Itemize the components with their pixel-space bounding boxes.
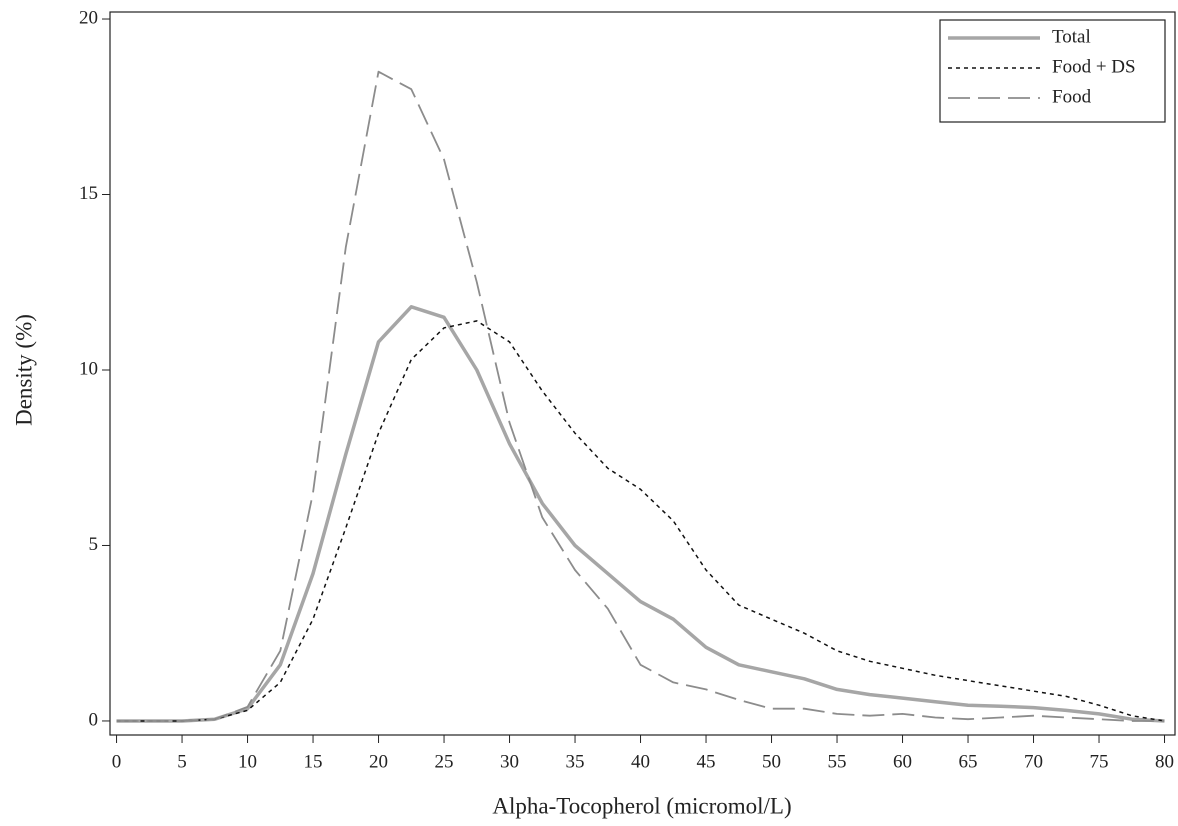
x-tick-label: 20 (369, 751, 388, 772)
y-axis-label: Density (%) (11, 314, 36, 426)
y-tick-label: 15 (79, 183, 98, 204)
x-tick-label: 45 (697, 751, 716, 772)
x-tick-label: 75 (1090, 751, 1109, 772)
series-line (116, 305, 1165, 723)
x-tick-label: 50 (762, 751, 781, 772)
legend-label: Total (1052, 26, 1091, 47)
y-tick-label: 0 (89, 709, 99, 730)
y-tick-label: 10 (79, 358, 98, 379)
x-tick-label: 40 (631, 751, 650, 772)
x-tick-label: 0 (112, 751, 122, 772)
x-tick-label: 80 (1155, 751, 1174, 772)
x-tick-label: 25 (435, 751, 454, 772)
legend-label: Food (1052, 86, 1092, 107)
x-tick-label: 70 (1024, 751, 1043, 772)
x-tick-label: 65 (959, 751, 978, 772)
x-tick-label: 30 (500, 751, 519, 772)
series-line (116, 320, 1165, 722)
x-tick-label: 55 (828, 751, 847, 772)
x-tick-label: 10 (238, 751, 257, 772)
x-tick-label: 15 (304, 751, 323, 772)
y-tick-label: 20 (79, 7, 98, 28)
legend-label: Food + DS (1052, 56, 1136, 77)
plot-frame (109, 11, 1176, 736)
x-axis-label: Alpha-Tocopherol (micromol/L) (492, 793, 791, 818)
x-tick-label: 60 (893, 751, 912, 772)
x-tick-label: 35 (566, 751, 585, 772)
x-tick-label: 5 (177, 751, 187, 772)
series-line (116, 70, 1165, 722)
y-tick-label: 5 (89, 534, 99, 555)
